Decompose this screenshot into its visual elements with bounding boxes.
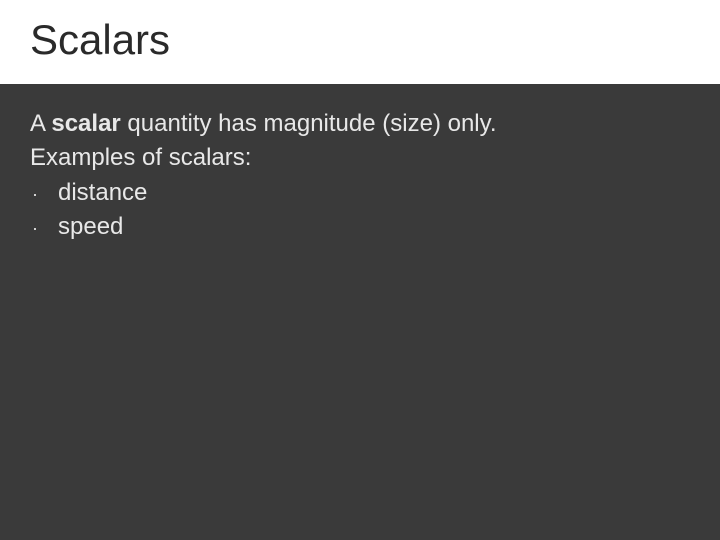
bullet-label: speed — [58, 211, 690, 243]
bullet-icon: · — [30, 182, 58, 206]
title-region: Scalars — [0, 0, 720, 84]
slide-title: Scalars — [30, 16, 690, 64]
bullet-label: distance — [58, 177, 690, 209]
definition-suffix: quantity has magnitude (size) only. — [121, 110, 497, 137]
definition-line: A scalar quantity has magnitude (size) o… — [30, 108, 690, 140]
slide: Scalars A scalar quantity has magnitude … — [0, 0, 720, 540]
examples-intro: Examples of scalars: — [30, 142, 690, 174]
definition-prefix: A — [30, 110, 51, 137]
list-item: · distance — [30, 177, 690, 209]
bullet-icon: · — [30, 216, 58, 240]
definition-term: scalar — [51, 110, 120, 137]
list-item: · speed — [30, 211, 690, 243]
content-region: A scalar quantity has magnitude (size) o… — [0, 84, 720, 270]
